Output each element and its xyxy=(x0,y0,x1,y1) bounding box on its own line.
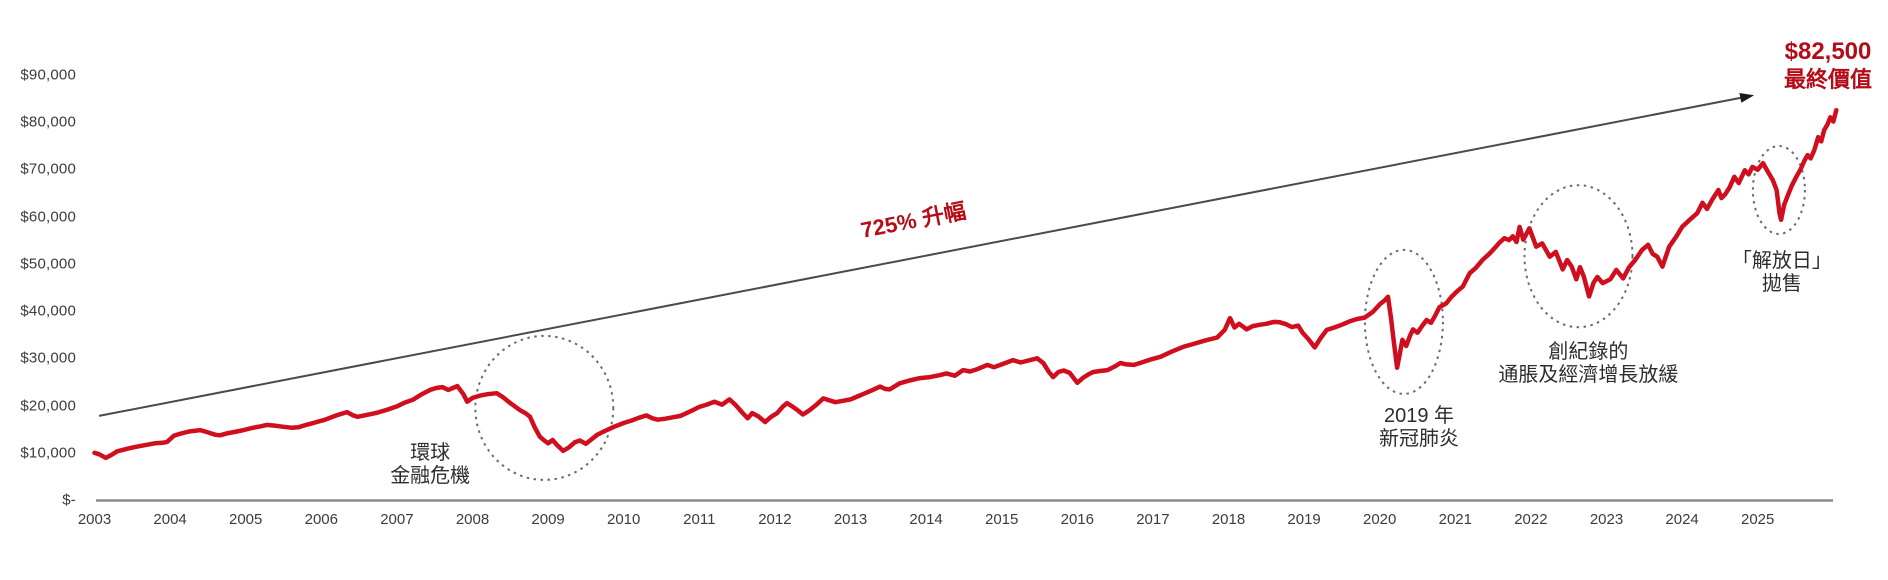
x-tick-label: 2019 xyxy=(1287,511,1321,528)
x-tick-label: 2022 xyxy=(1514,511,1548,528)
annotation-inflation-slowdown: 創紀錄的 通脹及經濟增長放緩 xyxy=(1498,340,1679,386)
y-tick-label: $50,000 xyxy=(20,255,76,273)
y-tick-label: $20,000 xyxy=(20,397,76,414)
x-tick-label: 2007 xyxy=(380,511,414,528)
x-tick-label: 2005 xyxy=(229,511,263,528)
x-tick-label: 2018 xyxy=(1211,511,1246,528)
x-tick-label: 2023 xyxy=(1589,511,1624,528)
gfc-circle xyxy=(474,334,615,481)
x-tick-label: 2010 xyxy=(607,511,641,528)
y-tick-label: $90,000 xyxy=(20,66,76,84)
y-tick-label: $60,000 xyxy=(20,208,76,225)
y-tick-label: $30,000 xyxy=(20,349,76,367)
x-tick-label: 2017 xyxy=(1136,511,1170,528)
trend-arrow xyxy=(98,95,1751,417)
x-tick-label: 2016 xyxy=(1060,511,1094,528)
liberation-day-circle xyxy=(1751,145,1806,235)
final-value-amount: $82,500 xyxy=(1784,37,1872,65)
x-tick-label: 2012 xyxy=(758,511,792,528)
y-tick-label: $- xyxy=(62,491,76,509)
x-tick-label: 2004 xyxy=(153,511,187,528)
trend-arrow-head xyxy=(1739,93,1755,103)
annotation-covid: 2019 年 新冠肺炎 xyxy=(1379,405,1459,451)
event-circles-group xyxy=(474,145,1806,481)
y-tick-label: $70,000 xyxy=(20,160,76,178)
x-tick-label: 2020 xyxy=(1363,511,1397,528)
price-line xyxy=(92,107,1839,461)
covid-circle xyxy=(1363,248,1444,395)
x-tick-label: 2013 xyxy=(833,511,868,528)
inflation-slowdown-circle xyxy=(1523,184,1634,329)
x-tick-label: 2009 xyxy=(531,511,565,528)
final-value-label: $82,500 最終價值 xyxy=(1784,38,1872,94)
x-tick-label: 2021 xyxy=(1438,511,1472,528)
y-tick-label: $40,000 xyxy=(20,302,76,320)
x-tick-label: 2003 xyxy=(77,511,112,528)
x-tick-label: 2015 xyxy=(985,511,1019,528)
x-tick-label: 2008 xyxy=(455,511,490,528)
annotation-global-financial-crisis: 環球 金融危機 xyxy=(390,442,471,487)
x-tick-label: 2025 xyxy=(1741,511,1775,528)
annotation-liberation-day-selloff: 「解放日」 拋售 xyxy=(1731,250,1832,296)
y-tick-label: $10,000 xyxy=(20,444,76,462)
y-tick-label: $80,000 xyxy=(20,113,76,131)
x-tick-label: 2024 xyxy=(1665,511,1699,528)
x-tick-label: 2011 xyxy=(683,511,716,528)
x-tick-label: 2014 xyxy=(909,511,943,528)
x-tick-label: 2006 xyxy=(304,511,338,528)
final-value-caption: 最終價值 xyxy=(1783,66,1873,92)
